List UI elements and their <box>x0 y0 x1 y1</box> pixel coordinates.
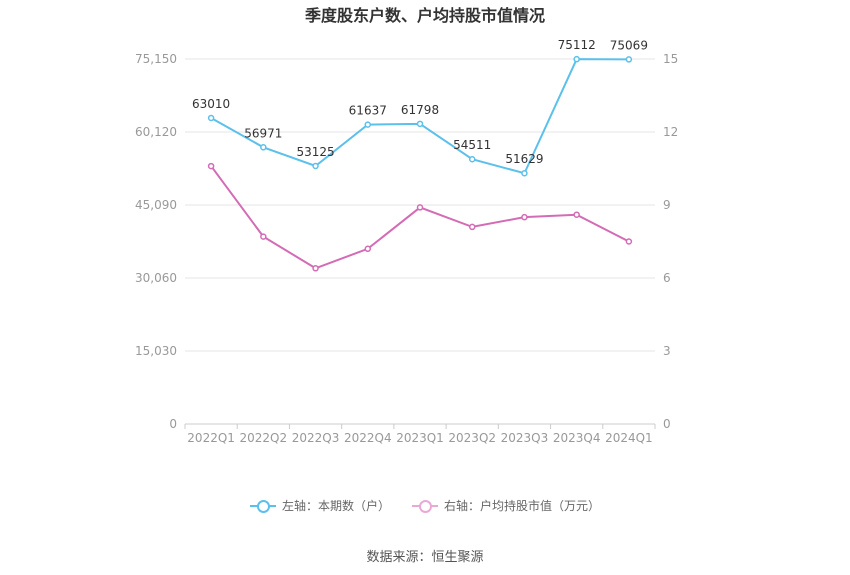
legend: 左轴：本期数（户） 右轴：户均持股市值（万元） <box>0 497 850 514</box>
data-point-left <box>416 120 424 128</box>
data-point-left <box>207 114 215 122</box>
legend-item-right-series[interactable]: 右轴：户均持股市值（万元） <box>412 497 600 514</box>
series-line-right <box>210 165 630 270</box>
data-point-right <box>521 213 528 221</box>
y-left-tick-label: 30,060 <box>135 271 177 285</box>
data-point-left <box>573 55 580 63</box>
data-label: 75112 <box>558 38 596 52</box>
data-label: 54511 <box>453 138 491 152</box>
y-right-tick-label: 15 <box>663 52 678 66</box>
data-point-left <box>364 121 372 128</box>
data-point-left <box>521 169 528 177</box>
series <box>207 55 633 272</box>
data-label: 63010 <box>192 97 230 111</box>
y-right-tick-label: 12 <box>663 125 678 139</box>
x-tick-label: 2023Q2 <box>448 431 496 445</box>
data-label: 53125 <box>296 145 334 159</box>
data-point-right <box>312 265 319 272</box>
y-right-tick-label: 3 <box>663 344 671 358</box>
x-tick-label: 2022Q2 <box>240 431 288 445</box>
data-labels: 63010 56971 53125 61637 61798 54511 51629 75112… <box>192 38 648 166</box>
legend-swatch-left <box>249 499 276 513</box>
y-left-tick-label: 0 <box>169 417 177 431</box>
x-tick-label: 2022Q3 <box>292 431 340 445</box>
x-tick-label: 2022Q4 <box>344 431 392 445</box>
data-point-left <box>625 56 633 63</box>
data-label: 75069 <box>610 38 648 52</box>
x-tick-label: 2023Q3 <box>501 431 549 445</box>
x-tick-label: 2022Q1 <box>187 431 235 445</box>
data-point-right <box>468 223 476 231</box>
y-left-tick-label: 45,090 <box>135 198 177 212</box>
legend-item-left-series[interactable]: 左轴：本期数（户） <box>249 497 390 514</box>
data-point-left <box>468 155 476 163</box>
data-point-right <box>207 162 215 170</box>
data-label: 51629 <box>505 152 543 166</box>
data-point-right <box>625 238 633 245</box>
data-point-left <box>260 144 267 151</box>
data-label: 61637 <box>349 104 387 118</box>
legend-label-left: 左轴：本期数（户） <box>281 499 390 513</box>
data-point-right <box>573 211 580 218</box>
axes: 0 0 15,030 3 30,060 6 45,090 9 60,120 12 75,150 15 2… <box>135 52 678 445</box>
y-right-tick-label: 9 <box>663 198 671 212</box>
legend-swatch-right <box>412 499 438 513</box>
chart-title: 季度股东户数、户均持股市值情况 <box>304 6 545 25</box>
data-label: 56971 <box>244 126 282 140</box>
y-left-tick-label: 15,030 <box>135 344 177 358</box>
y-right-tick-label: 0 <box>663 417 671 431</box>
x-tick-label: 2024Q1 <box>605 431 653 445</box>
data-point-left <box>312 162 319 170</box>
y-left-tick-label: 60,120 <box>135 125 177 139</box>
data-label: 61798 <box>401 103 439 117</box>
x-tick-label: 2023Q4 <box>553 431 601 445</box>
y-right-tick-label: 6 <box>663 271 671 285</box>
data-point-right <box>416 204 424 211</box>
data-point-right <box>364 245 372 253</box>
x-tick-label: 2023Q1 <box>396 431 444 445</box>
y-left-tick-label: 75,150 <box>135 52 177 66</box>
data-point-right <box>260 233 267 240</box>
legend-label-right: 右轴：户均持股市值（万元） <box>444 499 601 513</box>
source-note: 数据来源：恒生聚源 <box>366 550 484 565</box>
